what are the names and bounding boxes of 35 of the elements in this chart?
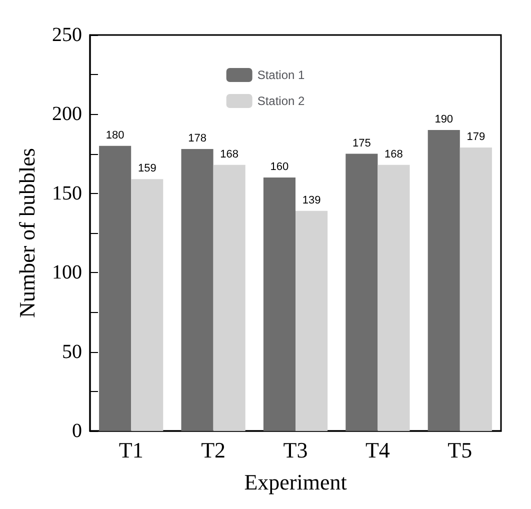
bar (99, 146, 132, 431)
x-axis-title: Experiment (244, 470, 347, 494)
x-tick-label: T3 (283, 438, 308, 462)
data-label: 160 (270, 161, 289, 174)
bar (131, 179, 164, 431)
bar (213, 164, 246, 431)
data-label: 168 (384, 148, 403, 160)
x-tick-label: T5 (448, 438, 472, 462)
bar (460, 147, 492, 431)
y-tick-label: 200 (52, 103, 82, 126)
data-label: 190 (434, 114, 454, 126)
data-label: 178 (188, 132, 206, 145)
legend-label: Station 1 (257, 68, 306, 82)
y-tick-label: 250 (52, 24, 82, 46)
y-tick-label: 100 (52, 262, 82, 284)
bar (263, 178, 296, 431)
data-label: 139 (302, 194, 321, 206)
bar (346, 154, 378, 431)
data-label: 159 (138, 162, 156, 175)
y-tick-label: 0 (72, 420, 82, 442)
data-label: 179 (466, 130, 486, 143)
data-label: 180 (106, 129, 124, 142)
legend-label: Station 2 (257, 94, 306, 108)
x-tick-label: T1 (118, 438, 144, 462)
x-tick-label: T4 (365, 438, 390, 462)
data-label: 175 (352, 137, 371, 150)
bar (181, 149, 214, 431)
y-tick-label: 50 (62, 340, 82, 363)
x-tick-label: T2 (201, 438, 226, 462)
y-axis-title: Number of bubbles (14, 148, 40, 318)
y-tick-label: 150 (52, 182, 82, 204)
data-label: 168 (220, 148, 239, 160)
bar (428, 130, 460, 431)
bar (296, 210, 328, 431)
bar (378, 164, 410, 431)
